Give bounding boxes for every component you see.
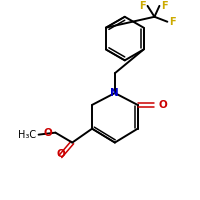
Text: N: N (110, 88, 119, 98)
Text: O: O (56, 149, 65, 159)
Text: F: F (169, 17, 176, 27)
Text: H₃C: H₃C (18, 130, 37, 140)
Text: F: F (161, 1, 168, 11)
Text: O: O (158, 100, 167, 110)
Text: F: F (139, 1, 146, 11)
Text: O: O (44, 128, 52, 138)
